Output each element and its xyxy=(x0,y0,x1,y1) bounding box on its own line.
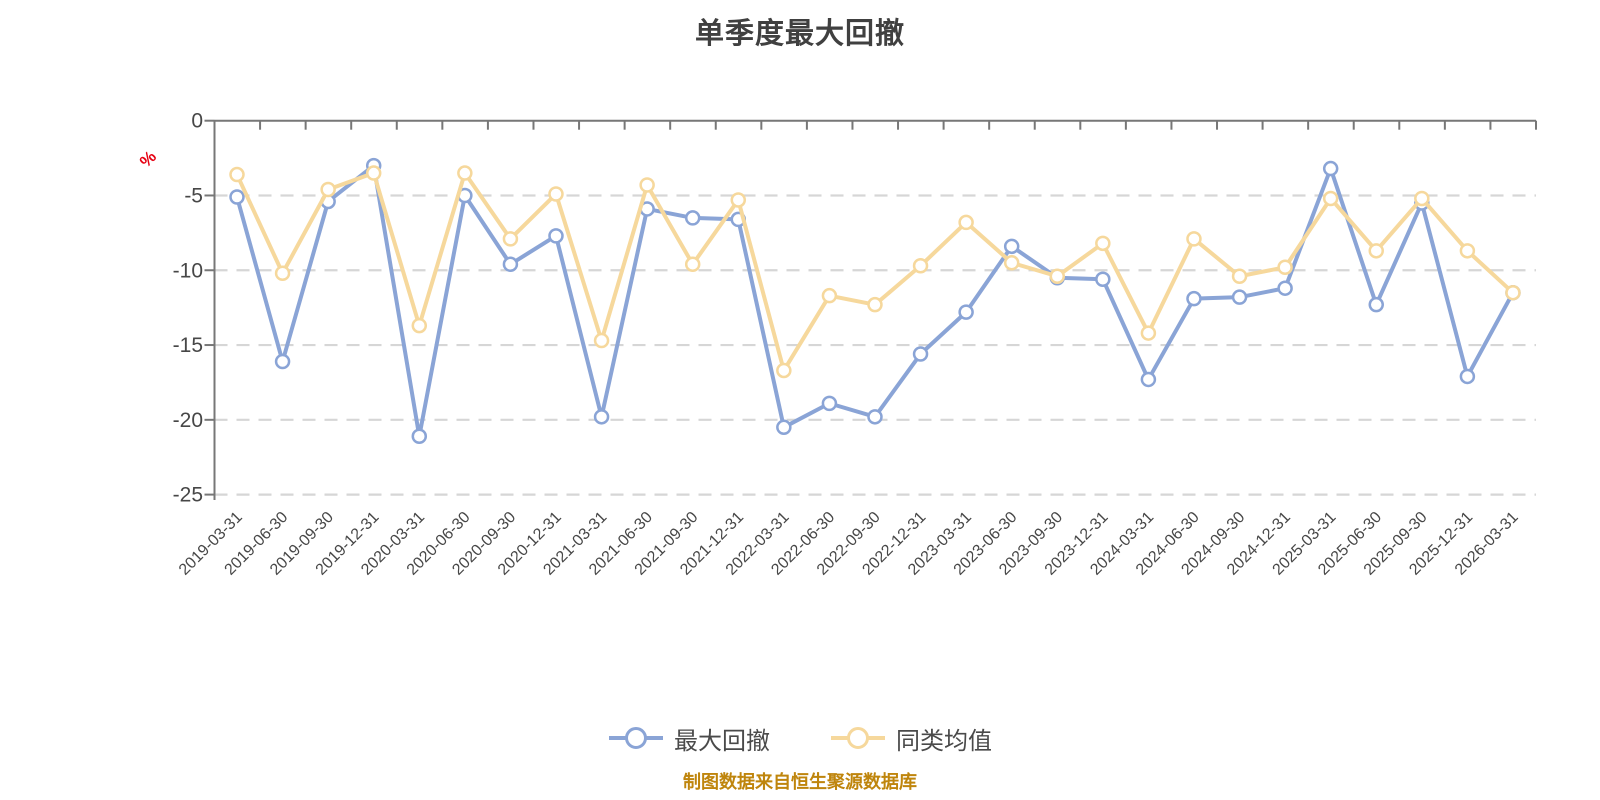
series-point xyxy=(1140,371,1157,388)
series-point xyxy=(1095,271,1111,287)
chart-title: 单季度最大回撤 xyxy=(694,18,905,50)
y-axis-label: -5 xyxy=(184,184,203,207)
series-point xyxy=(1049,268,1066,284)
series-point xyxy=(274,265,291,282)
chart-canvas: 0 -5 -10 -15 -20 -25% 2019-03-31 2019-06-30 2019… xyxy=(136,110,1537,579)
legend-marker-icon xyxy=(831,727,885,749)
y-unit-label: % xyxy=(136,147,160,171)
series-point xyxy=(1231,289,1248,305)
series-point xyxy=(867,409,883,425)
legend-item-0[interactable]: 最大回撤 xyxy=(608,721,770,756)
series-point xyxy=(274,353,291,370)
series-point xyxy=(1414,190,1430,207)
series-point xyxy=(411,317,428,334)
series-point xyxy=(821,395,838,412)
series-point xyxy=(1231,268,1248,284)
chart-legend: 最大回撤 同类均值 xyxy=(0,716,1600,760)
legend-label: 最大回撤 xyxy=(674,727,770,755)
legend-label: 同类均值 xyxy=(896,727,992,755)
series-point xyxy=(548,186,564,202)
series-line-1 xyxy=(235,171,1515,373)
series-point xyxy=(593,409,610,425)
y-axis-label: -20 xyxy=(173,409,203,432)
series-point xyxy=(1322,190,1339,207)
y-axis-label: 0 xyxy=(191,110,203,133)
y-axis-label: -25 xyxy=(173,484,203,507)
series-point xyxy=(958,304,974,320)
series-point xyxy=(912,258,929,274)
y-axis-label: -15 xyxy=(173,334,203,357)
series-point xyxy=(1459,368,1476,385)
legend-item-1[interactable]: 同类均值 xyxy=(830,721,992,756)
series-point xyxy=(1186,290,1202,307)
series-point xyxy=(1459,243,1476,259)
series-point xyxy=(1368,243,1384,259)
series-point xyxy=(502,256,519,273)
series-point xyxy=(1277,280,1293,296)
series-point xyxy=(229,166,245,183)
series-point xyxy=(411,428,428,445)
series-point xyxy=(1277,259,1293,276)
series-point xyxy=(1505,284,1521,301)
series-point xyxy=(320,181,336,198)
series-point xyxy=(548,228,564,244)
series-point xyxy=(365,165,382,181)
series-point xyxy=(958,214,974,231)
series-point xyxy=(502,231,519,247)
series-point xyxy=(776,362,792,379)
series-point xyxy=(639,177,655,193)
series-point xyxy=(1140,325,1157,341)
legend-marker-icon xyxy=(609,727,663,749)
series-point xyxy=(912,346,929,362)
series-point xyxy=(821,287,838,304)
series-point xyxy=(730,192,747,208)
series-point xyxy=(1003,255,1020,271)
data-source-note: 制图数据来自恒生聚源数据库 xyxy=(683,772,917,792)
series-point xyxy=(684,256,701,273)
series-point xyxy=(867,296,883,313)
series-point xyxy=(1368,296,1384,313)
series-point xyxy=(1003,238,1020,255)
series-point xyxy=(457,165,473,181)
series-point xyxy=(776,419,792,436)
series-point xyxy=(593,332,610,349)
series-point xyxy=(1095,235,1111,252)
series-point xyxy=(684,210,701,226)
series-point xyxy=(1186,231,1202,247)
y-axis-label: -10 xyxy=(173,259,203,282)
series-point xyxy=(229,189,245,205)
series-point xyxy=(1322,160,1339,177)
